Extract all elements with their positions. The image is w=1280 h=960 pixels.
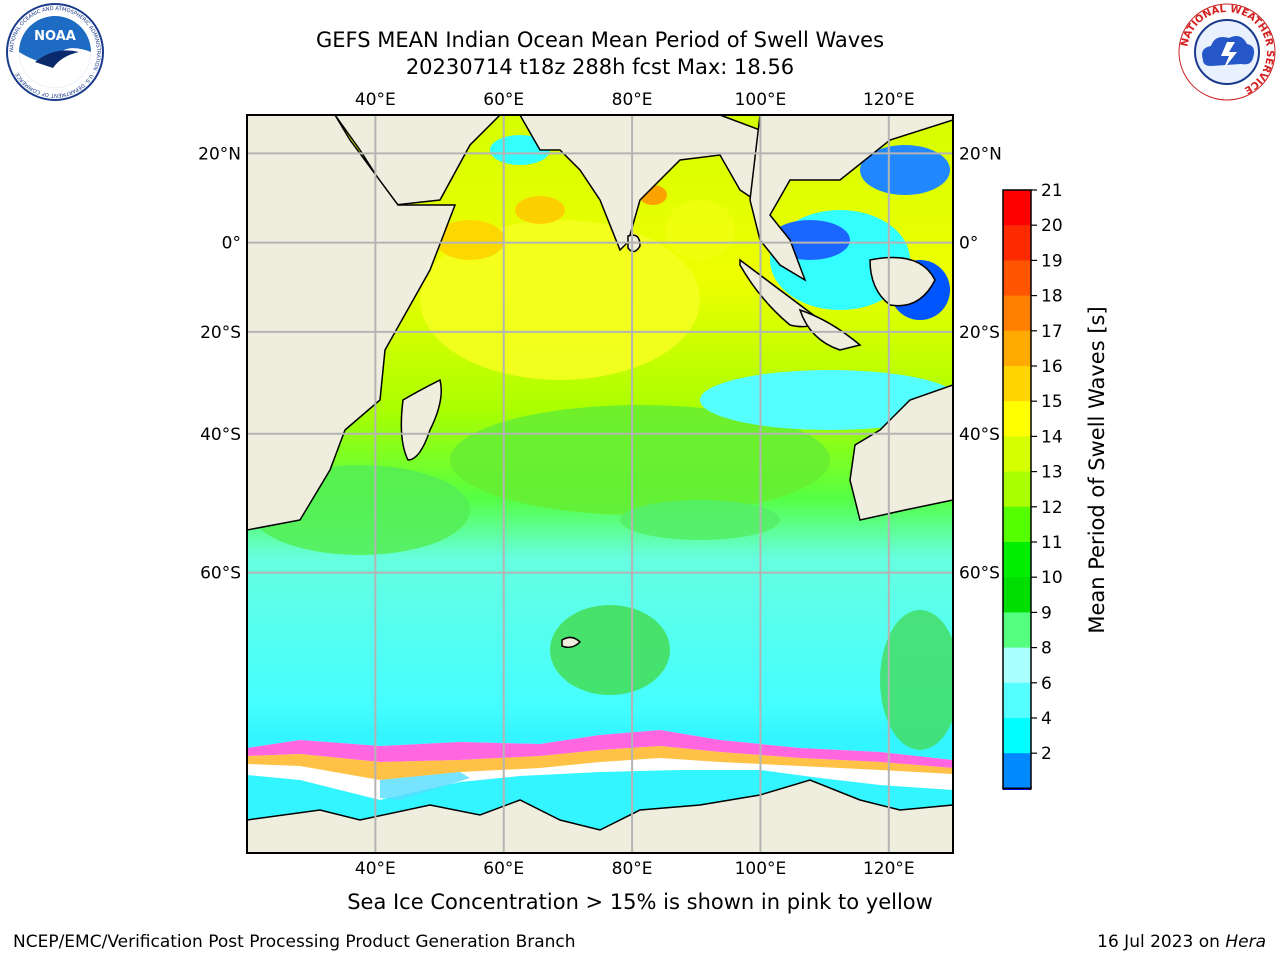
- colorbar-tick-label: 11: [1041, 533, 1063, 553]
- lat-tick-label-right: 60°S: [959, 564, 1000, 584]
- colorbar-tick-label: 17: [1041, 322, 1063, 342]
- lon-tick-label: 100°E: [735, 90, 787, 110]
- sea-ice: [247, 730, 953, 800]
- colorbar-segment: [1003, 260, 1031, 297]
- colorbar-tick-label: 21: [1041, 181, 1063, 201]
- colorbar-segment: [1003, 295, 1031, 332]
- colorbar-tick-label: 10: [1041, 568, 1063, 588]
- colorbar-tick-label: 2: [1041, 744, 1052, 764]
- lon-tick-label: 40°E: [355, 90, 396, 110]
- colorbar-segment: [1003, 647, 1031, 684]
- colorbar-segment: [1003, 753, 1031, 789]
- colorbar-tick-label: 15: [1041, 392, 1063, 412]
- map-frame: [246, 114, 954, 854]
- colorbar-segment: [1003, 471, 1031, 508]
- noaa-logo: NOAA NATIONAL OCEANIC AND ATMOSPHERIC AD…: [6, 3, 104, 101]
- colorbar-tick-label: 19: [1041, 251, 1063, 271]
- colorbar-segment: [1003, 577, 1031, 613]
- colorbar-tick-label: 20: [1041, 216, 1063, 236]
- footer-date: 16 Jul 2023 on Hera: [1097, 932, 1266, 952]
- lat-tick-label-right: 20°N: [959, 144, 1002, 164]
- lon-tick-label: 60°E: [483, 859, 524, 879]
- lat-tick-label-right: 0°: [959, 234, 978, 254]
- lat-tick-label-left: 20°S: [200, 323, 241, 343]
- yellow-patches: [420, 185, 735, 380]
- colorbar-segment: [1003, 542, 1031, 578]
- colorbar-tick-label: 14: [1041, 427, 1063, 447]
- lat-tick-label-right: 20°S: [959, 323, 1000, 343]
- colorbar-segment: [1003, 225, 1031, 261]
- colorbar-tick-label: 18: [1041, 287, 1063, 307]
- colorbar-tick-label: 13: [1041, 463, 1063, 483]
- graticule: [247, 115, 953, 853]
- colorbar-tick-label: 16: [1041, 357, 1063, 377]
- colorbar-label: Mean Period of Swell Waves [s]: [1085, 306, 1109, 634]
- lat-tick-label-left: 0°: [222, 234, 241, 254]
- land-masses: [247, 115, 953, 853]
- colorbar-segment: [1003, 682, 1031, 719]
- footer-credit: NCEP/EMC/Verification Post Processing Pr…: [13, 932, 576, 952]
- colorbar-segment: [1003, 436, 1031, 473]
- lat-tick-label-left: 60°S: [200, 564, 241, 584]
- colorbar-tick-label: 4: [1041, 709, 1052, 729]
- footer-date-text: 16 Jul 2023 on: [1097, 932, 1226, 952]
- lon-tick-label: 120°E: [863, 859, 915, 879]
- lon-tick-label: 100°E: [735, 859, 787, 879]
- sea-ice-note: Sea Ice Concentration > 15% is shown in …: [0, 890, 1280, 914]
- lon-tick-label: 40°E: [355, 859, 396, 879]
- nws-logo: NATIONAL WEATHER SERVICE: [1178, 3, 1276, 101]
- colorbar-tick-label: 9: [1041, 603, 1052, 623]
- colorbar-segment: [1003, 330, 1031, 367]
- noaa-logo-text: NOAA: [34, 29, 76, 44]
- lat-tick-label-left: 20°N: [198, 144, 241, 164]
- chart-title: GEFS MEAN Indian Ocean Mean Period of Sw…: [315, 28, 885, 52]
- colorbar-segment: [1003, 190, 1031, 226]
- lat-tick-label-right: 40°S: [959, 425, 1000, 445]
- colorbar-frame: [1002, 189, 1032, 790]
- lon-tick-label: 120°E: [863, 90, 915, 110]
- colorbar-segment: [1003, 718, 1031, 754]
- colorbar: 21 20 19 18 17 16 15 14 13 12 11 10 9 8 6 4 2: [1001, 181, 1063, 790]
- lon-tick-label: 60°E: [483, 90, 524, 110]
- lon-tick-label: 80°E: [612, 90, 653, 110]
- colorbar-tick-label: 6: [1041, 674, 1052, 694]
- colorbar-tick-label: 12: [1041, 498, 1063, 518]
- lat-tick-label-left: 40°S: [200, 425, 241, 445]
- axis-tick-labels: 40°E 40°E 60°E 60°E 80°E 80°E 100°E 100°E 120°E 1…: [198, 90, 1002, 879]
- colorbar-segment: [1003, 401, 1031, 437]
- colorbar-segment: [1003, 612, 1031, 649]
- green-patches: [250, 405, 953, 750]
- footer-host: Hera: [1225, 932, 1266, 952]
- chart-subtitle: 20230714 t18z 288h fcst Max: 18.56: [405, 55, 795, 79]
- sea-ice-note-text: Sea Ice Concentration > 15% is shown in …: [347, 890, 933, 914]
- colorbar-segment: [1003, 366, 1031, 402]
- colorbar-tick-label: 8: [1041, 639, 1052, 659]
- lon-tick-label: 80°E: [612, 859, 653, 879]
- colorbar-segment: [1003, 506, 1031, 543]
